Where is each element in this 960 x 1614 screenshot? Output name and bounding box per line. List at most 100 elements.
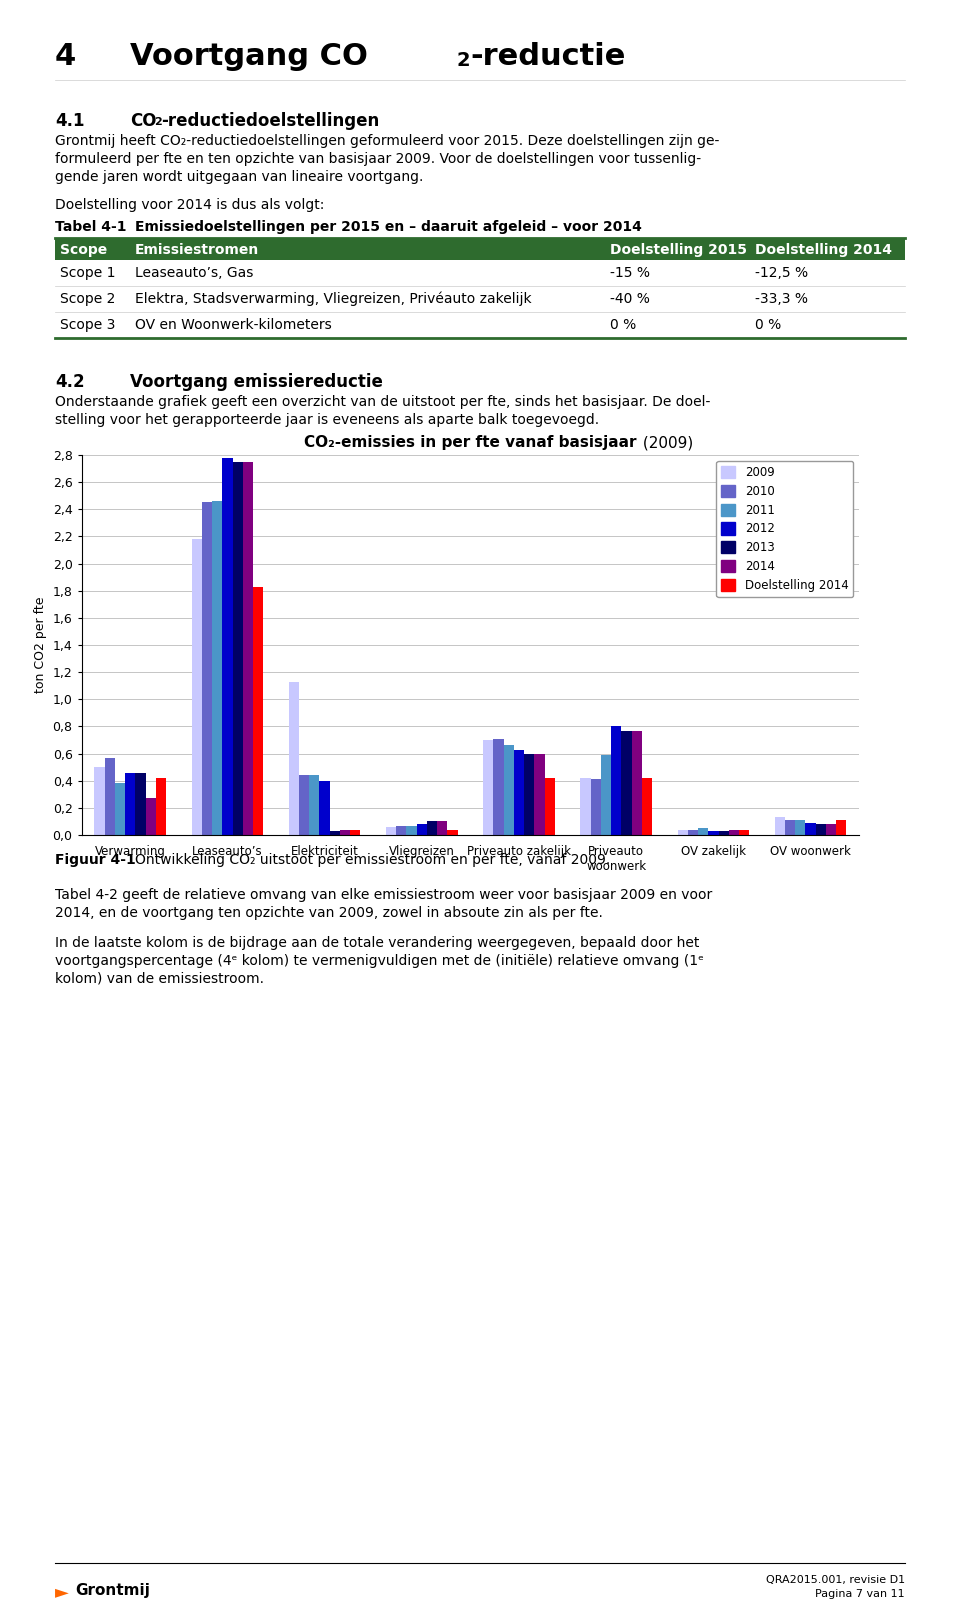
Bar [601, 755, 612, 834]
Text: Emissiestromen: Emissiestromen [135, 244, 259, 257]
Bar [493, 739, 504, 834]
Text: 2: 2 [457, 52, 470, 69]
Bar [514, 749, 524, 834]
Text: kolom) van de emissiestroom.: kolom) van de emissiestroom. [55, 972, 264, 986]
Bar [718, 831, 729, 834]
Text: Pagina 7 van 11: Pagina 7 van 11 [815, 1590, 905, 1599]
Text: Doelstelling voor 2014 is dus als volgt:: Doelstelling voor 2014 is dus als volgt: [55, 199, 324, 211]
Text: -40 %: -40 % [610, 292, 650, 307]
Text: Voortgang emissiereductie: Voortgang emissiereductie [130, 373, 383, 391]
Text: Grontmij heeft CO₂-reductiedoelstellingen geformuleerd voor 2015. Deze doelstell: Grontmij heeft CO₂-reductiedoelstellinge… [55, 134, 719, 148]
Bar [535, 754, 544, 834]
Bar [94, 767, 105, 834]
Bar [816, 825, 826, 834]
Text: Doelstelling 2014: Doelstelling 2014 [755, 244, 892, 257]
Bar [641, 778, 652, 834]
Bar [447, 830, 458, 834]
Text: Tabel 4-1: Tabel 4-1 [55, 220, 127, 234]
Bar [524, 754, 535, 834]
Bar [396, 825, 406, 834]
Bar [417, 825, 427, 834]
Bar [223, 458, 232, 834]
Bar [590, 780, 601, 834]
Bar [729, 830, 739, 834]
Y-axis label: ton CO2 per fte: ton CO2 per fte [34, 597, 47, 694]
Bar [232, 462, 243, 834]
Bar [320, 781, 329, 834]
Bar [340, 830, 350, 834]
Text: (2009): (2009) [637, 436, 693, 450]
Text: -12,5 %: -12,5 % [755, 266, 808, 279]
Bar [427, 822, 437, 834]
Text: CO: CO [130, 111, 156, 131]
Text: 4.2: 4.2 [55, 373, 84, 391]
Bar [350, 830, 360, 834]
Bar [698, 828, 708, 834]
Bar [386, 826, 396, 834]
Bar [708, 831, 718, 834]
Text: Ontwikkeling CO₂ uitstoot per emissiestroom en per fte, vanaf 2009.: Ontwikkeling CO₂ uitstoot per emissiestr… [135, 854, 611, 867]
Bar [483, 739, 493, 834]
Bar [146, 799, 156, 834]
Text: -33,3 %: -33,3 % [755, 292, 808, 307]
Text: 0 %: 0 % [610, 318, 636, 332]
Bar [406, 825, 417, 834]
Text: Grontmij: Grontmij [75, 1583, 150, 1598]
Text: In de laatste kolom is de bijdrage aan de totale verandering weergegeven, bepaal: In de laatste kolom is de bijdrage aan d… [55, 936, 700, 951]
Bar [826, 825, 836, 834]
Bar [243, 462, 252, 834]
Bar [105, 757, 115, 834]
Bar [252, 586, 263, 834]
Text: 4: 4 [55, 42, 76, 71]
Text: -reductiedoelstellingen: -reductiedoelstellingen [161, 111, 379, 131]
Text: OV en Woonwerk-kilometers: OV en Woonwerk-kilometers [135, 318, 332, 332]
Text: Scope 1: Scope 1 [60, 266, 115, 279]
Bar [836, 820, 847, 834]
Bar [581, 778, 590, 834]
Text: gende jaren wordt uitgegaan van lineaire voortgang.: gende jaren wordt uitgegaan van lineaire… [55, 169, 423, 184]
Text: 2: 2 [154, 116, 161, 128]
Bar [621, 731, 632, 834]
Text: Scope 3: Scope 3 [60, 318, 115, 332]
Bar [632, 731, 641, 834]
Text: Figuur 4-1: Figuur 4-1 [55, 854, 135, 867]
Bar [300, 775, 309, 834]
Text: -15 %: -15 % [610, 266, 650, 279]
Bar [125, 773, 135, 834]
Text: Voortgang CO: Voortgang CO [130, 42, 368, 71]
Bar [739, 830, 749, 834]
Bar [612, 726, 621, 834]
Text: voortgangspercentage (4ᵉ kolom) te vermenigvuldigen met de (initiële) relatieve : voortgangspercentage (4ᵉ kolom) te verme… [55, 954, 704, 968]
Text: QRA2015.001, revisie D1: QRA2015.001, revisie D1 [766, 1575, 905, 1585]
Legend: 2009, 2010, 2011, 2012, 2013, 2014, Doelstelling 2014: 2009, 2010, 2011, 2012, 2013, 2014, Doel… [716, 462, 853, 597]
Bar [775, 817, 785, 834]
Text: stelling voor het gerapporteerde jaar is eveneens als aparte balk toegevoegd.: stelling voor het gerapporteerde jaar is… [55, 413, 599, 428]
Bar [55, 237, 905, 260]
Text: Leaseauto’s, Gas: Leaseauto’s, Gas [135, 266, 253, 279]
Text: Elektra, Stadsverwarming, Vliegreizen, Privéauto zakelijk: Elektra, Stadsverwarming, Vliegreizen, P… [135, 292, 532, 307]
Bar [289, 681, 300, 834]
Bar [805, 823, 816, 834]
Text: CO₂-emissies in per fte vanaf basisjaar: CO₂-emissies in per fte vanaf basisjaar [304, 436, 636, 450]
Text: formuleerd per fte en ten opzichte van basisjaar 2009. Voor de doelstellingen vo: formuleerd per fte en ten opzichte van b… [55, 152, 701, 166]
Text: Scope: Scope [60, 244, 108, 257]
Bar [544, 778, 555, 834]
Bar [795, 820, 805, 834]
Text: Emissiedoelstellingen per 2015 en – daaruit afgeleid – voor 2014: Emissiedoelstellingen per 2015 en – daar… [135, 220, 642, 234]
Text: 2014, en de voortgang ten opzichte van 2009, zowel in absoute zin als per fte.: 2014, en de voortgang ten opzichte van 2… [55, 905, 603, 920]
Bar [329, 831, 340, 834]
Text: Tabel 4-2 geeft de relatieve omvang van elke emissiestroom weer voor basisjaar 2: Tabel 4-2 geeft de relatieve omvang van … [55, 888, 712, 902]
Bar [115, 783, 125, 834]
Bar [309, 775, 320, 834]
Bar [437, 822, 447, 834]
Text: -reductie: -reductie [470, 42, 625, 71]
Bar [156, 778, 166, 834]
Text: Scope 2: Scope 2 [60, 292, 115, 307]
Text: 4.1: 4.1 [55, 111, 84, 131]
Text: ►: ► [55, 1583, 69, 1601]
Bar [678, 830, 688, 834]
Bar [202, 502, 212, 834]
Bar [135, 773, 146, 834]
Bar [688, 830, 698, 834]
Bar [504, 746, 514, 834]
